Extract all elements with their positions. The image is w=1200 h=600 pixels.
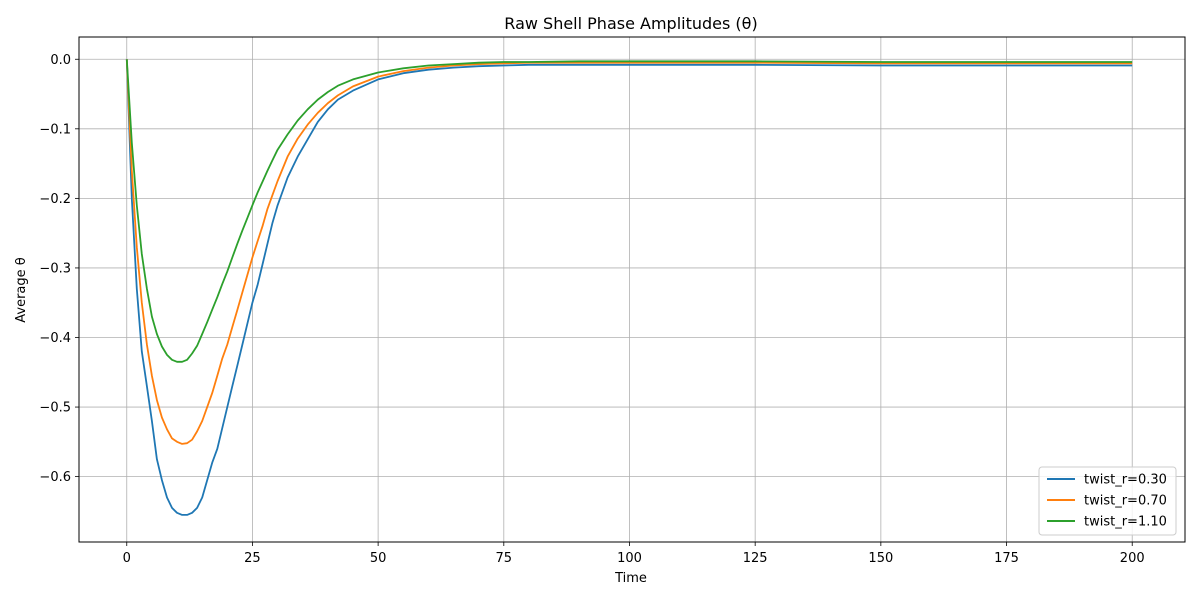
legend-label: twist_r=1.10 — [1084, 515, 1167, 530]
series-line-1 — [125, 59, 1133, 516]
legend-box — [1038, 466, 1177, 536]
x-tick-label: 125 — [743, 551, 768, 566]
x-tick-label: 75 — [496, 551, 513, 566]
x-tick-label: 0 — [123, 551, 131, 566]
legend-label: twist_r=0.30 — [1084, 473, 1167, 488]
chart-title: Raw Shell Phase Amplitudes (θ) — [504, 14, 757, 33]
x-tick-label: 25 — [244, 551, 261, 566]
x-tick-label: 150 — [868, 551, 893, 566]
y-tick-label: −0.5 — [39, 401, 71, 416]
y-tick-label: −0.6 — [39, 470, 71, 485]
y-tick-label: −0.3 — [39, 261, 71, 276]
grid — [79, 37, 1185, 542]
y-axis: 0.0 −0.1 −0.2 −0.3 −0.4 −0.5 −0.6 — [39, 53, 79, 485]
y-tick-label: 0.0 — [50, 53, 71, 68]
plot-frame — [78, 36, 1186, 543]
y-tick-label: −0.2 — [39, 192, 71, 207]
x-axis-label: Time — [614, 571, 647, 586]
series-layer — [125, 59, 1133, 516]
y-tick-label: −0.4 — [39, 331, 71, 346]
legend-label: twist_r=0.70 — [1084, 494, 1167, 509]
x-tick-label: 50 — [370, 551, 387, 566]
x-tick-label: 175 — [994, 551, 1019, 566]
series-line-2 — [125, 59, 1133, 445]
x-tick-label: 200 — [1120, 551, 1145, 566]
y-axis-label: Average θ — [14, 257, 29, 323]
series-line-3 — [125, 59, 1133, 363]
x-tick-label: 100 — [617, 551, 642, 566]
x-axis: 0 25 50 75 100 125 150 175 200 — [123, 542, 1145, 566]
legend: twist_r=0.30 twist_r=0.70 twist_r=1.10 — [1038, 466, 1177, 536]
y-tick-label: −0.1 — [39, 122, 71, 137]
